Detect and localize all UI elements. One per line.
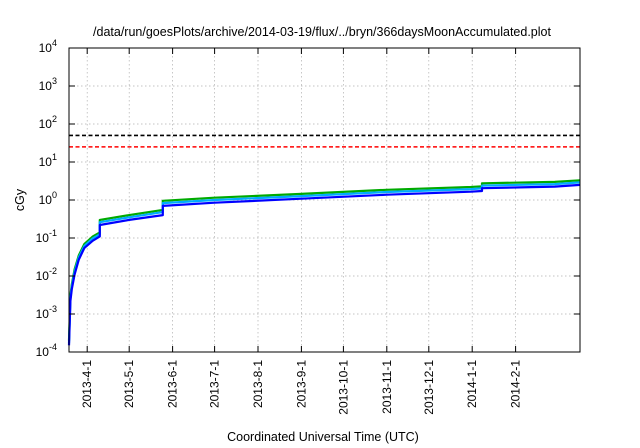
grid [69,48,580,352]
x-tick-label: 2013-7-1 [208,360,222,408]
chart-title: /data/run/goesPlots/archive/2014-03-19/f… [93,25,551,39]
y-tick-label: 10-3 [36,304,57,321]
y-axis-label: cGy [13,188,27,211]
y-tick-label: 102 [39,114,57,131]
y-tick-label: 103 [39,76,57,93]
series-line [67,183,581,346]
series-line [67,181,581,344]
x-axis-ticks: 2013-4-1 2013-5-1 2013-6-1 2013-7-1 2013-8-1… [80,48,523,415]
x-tick-label: 2013-9-1 [294,360,308,408]
x-tick-label: 2013-10-1 [336,360,350,415]
y-tick-label: 100 [39,190,57,207]
x-tick-label: 2013-12-1 [422,360,436,415]
threshold-lines [69,134,580,148]
x-tick-label: 2013-5-1 [122,360,136,408]
x-tick-label: 2013-11-1 [380,360,394,414]
y-tick-label: 10-1 [36,228,57,245]
x-tick-label: 2014-2-1 [509,360,523,408]
series-lines [67,179,581,346]
x-axis-label: Coordinated Universal Time (UTC) [227,430,419,444]
y-tick-label: 104 [39,38,57,55]
y-tick-label: 101 [39,152,57,169]
x-tick-label: 2013-4-1 [80,360,94,408]
x-tick-label: 2014-1-1 [465,360,479,408]
y-tick-label: 10-2 [36,266,57,283]
x-tick-label: 2013-6-1 [166,360,180,408]
x-tick-label: 2013-8-1 [251,360,265,408]
series-line [67,179,581,341]
y-tick-label: 10-4 [36,342,57,359]
